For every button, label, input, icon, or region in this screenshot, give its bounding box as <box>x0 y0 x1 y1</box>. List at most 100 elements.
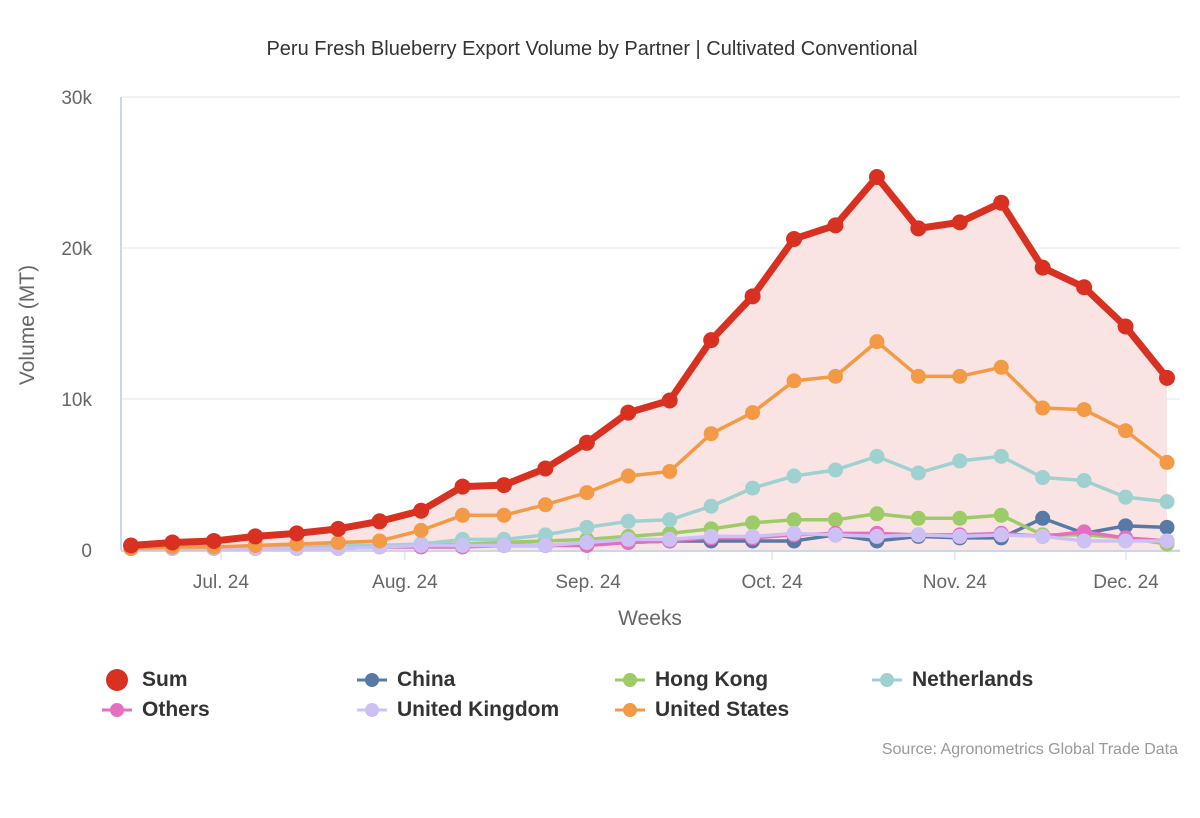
united-states-point <box>703 426 719 442</box>
netherlands-point <box>620 513 636 529</box>
united-states-point <box>662 463 678 479</box>
legend-marker-icon <box>872 673 902 687</box>
y-tick-label: 20k <box>61 239 92 260</box>
united-states-point <box>372 533 388 549</box>
legend-label: Others <box>142 698 210 721</box>
x-tick-label: Aug. 24 <box>372 572 438 593</box>
united-kingdom-point <box>579 534 595 550</box>
y-axis-label: Volume (MT) <box>16 265 39 385</box>
united-states-point <box>952 368 968 384</box>
netherlands-point <box>1159 494 1175 510</box>
legend-item-united-kingdom[interactable]: United Kingdom <box>355 698 559 722</box>
netherlands-point <box>952 453 968 469</box>
legend-marker-icon <box>357 673 387 687</box>
china-point <box>1159 519 1175 535</box>
chart-title: Peru Fresh Blueberry Export Volume by Pa… <box>266 38 917 60</box>
netherlands-point <box>869 448 885 464</box>
united-states-point <box>1035 400 1051 416</box>
united-states-point <box>745 405 761 421</box>
sum-point <box>164 534 181 551</box>
united-states-point <box>786 373 802 389</box>
sum-point <box>1159 369 1175 386</box>
sum-point <box>495 477 512 494</box>
hong-kong-point <box>910 510 926 526</box>
legend-label: China <box>397 668 456 691</box>
x-tick-label: Jul. 24 <box>193 572 249 593</box>
united-kingdom-point <box>413 537 429 553</box>
china-point <box>1035 510 1051 526</box>
series-sum <box>123 169 1175 554</box>
sum-point <box>1076 279 1093 296</box>
x-tick-label: Dec. 24 <box>1093 572 1159 593</box>
netherlands-point <box>786 468 802 484</box>
united-states-point <box>1076 402 1092 418</box>
united-kingdom-point <box>952 528 968 544</box>
sum-point <box>123 537 139 554</box>
china-point <box>1118 518 1134 534</box>
united-states-point <box>993 359 1009 375</box>
sum-point <box>868 169 885 186</box>
legend-item-china[interactable]: China <box>355 668 455 692</box>
legend-item-others[interactable]: Others <box>100 698 210 722</box>
sum-point <box>951 214 968 231</box>
x-tick-label: Oct. 24 <box>741 572 803 593</box>
sum-area-fill <box>131 177 1167 550</box>
sum-point <box>371 513 388 530</box>
sum-point <box>786 230 803 247</box>
united-states-point <box>1159 454 1175 470</box>
legend-label: Hong Kong <box>655 668 769 691</box>
sum-point <box>537 460 554 477</box>
united-states-point <box>496 507 512 523</box>
legend-marker-icon <box>102 703 132 717</box>
netherlands-point <box>745 480 761 496</box>
united-kingdom-point <box>827 527 843 543</box>
sum-point <box>1117 318 1134 335</box>
united-states-point <box>455 507 471 523</box>
united-kingdom-point <box>1159 533 1175 549</box>
united-kingdom-point <box>910 527 926 543</box>
united-kingdom-point <box>662 531 678 547</box>
legend-marker-icon <box>106 669 128 691</box>
netherlands-point <box>993 448 1009 464</box>
hong-kong-point <box>786 512 802 528</box>
legend-marker-icon <box>357 703 387 717</box>
united-kingdom-point <box>1076 533 1092 549</box>
united-kingdom-point <box>455 537 471 553</box>
united-kingdom-point <box>1118 533 1134 549</box>
netherlands-point <box>1076 473 1092 489</box>
netherlands-point <box>1035 470 1051 486</box>
united-states-point <box>413 522 429 538</box>
x-tick-label: Nov. 24 <box>923 572 988 593</box>
united-states-point <box>869 334 885 350</box>
hong-kong-point <box>827 512 843 528</box>
legend-label: United States <box>655 698 790 721</box>
sum-point <box>288 525 305 542</box>
legend-item-netherlands[interactable]: Netherlands <box>870 668 1033 692</box>
y-tick-label: 0 <box>81 541 92 562</box>
sum-point <box>827 217 844 234</box>
hong-kong-point <box>952 510 968 526</box>
sum-point <box>744 288 761 305</box>
legend-marker-icon <box>615 703 645 717</box>
sum-point <box>703 332 720 349</box>
hong-kong-point <box>869 506 885 522</box>
sum-point <box>620 404 637 421</box>
netherlands-point <box>703 498 719 514</box>
united-kingdom-point <box>703 528 719 544</box>
netherlands-point <box>827 462 843 478</box>
netherlands-point <box>579 519 595 535</box>
netherlands-point <box>1118 489 1134 505</box>
legend-item-sum[interactable]: Sum <box>100 668 188 692</box>
united-states-point <box>620 468 636 484</box>
united-states-point <box>910 368 926 384</box>
hong-kong-point <box>745 515 761 531</box>
sum-point <box>993 194 1010 211</box>
sum-point <box>247 528 264 545</box>
hong-kong-point <box>993 507 1009 523</box>
legend-item-hong-kong[interactable]: Hong Kong <box>613 668 768 692</box>
legend-item-united-states[interactable]: United States <box>613 698 789 722</box>
united-kingdom-point <box>496 537 512 553</box>
netherlands-point <box>910 465 926 481</box>
